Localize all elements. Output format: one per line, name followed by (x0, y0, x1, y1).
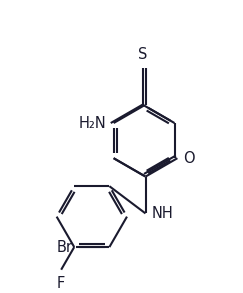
Text: S: S (138, 47, 147, 62)
Text: H₂N: H₂N (78, 115, 106, 131)
Text: O: O (183, 151, 195, 166)
Text: F: F (57, 276, 65, 291)
Text: NH: NH (151, 206, 173, 221)
Text: Br: Br (57, 240, 73, 255)
